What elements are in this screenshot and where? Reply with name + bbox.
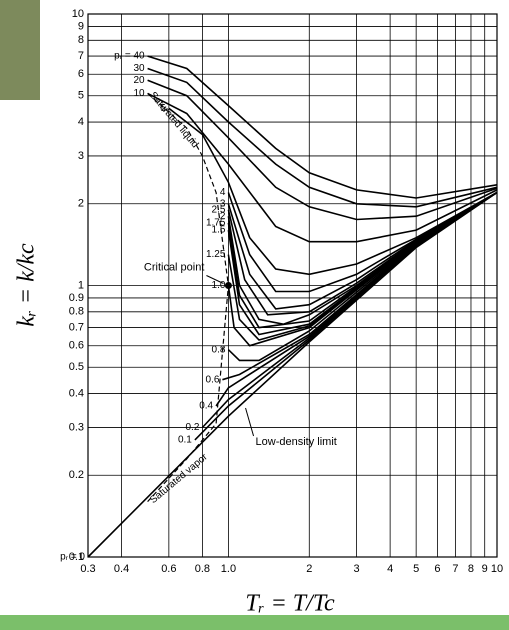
x-tick-label: 6 bbox=[434, 563, 440, 575]
decor-photo bbox=[0, 0, 40, 100]
x-axis-title: Tᵣ = T/Tc bbox=[245, 591, 335, 617]
x-tick-label: 0.3 bbox=[80, 563, 95, 575]
curve-label: 10 bbox=[133, 88, 145, 99]
curve-label: 30 bbox=[133, 63, 145, 74]
page: {"chart_data": {"type": "line", "xscale"… bbox=[0, 0, 509, 630]
y-tick-label: 1 bbox=[78, 279, 84, 291]
y-tick-label: 0.6 bbox=[69, 340, 84, 352]
critical-point bbox=[225, 282, 232, 289]
y-tick-label: 10 bbox=[72, 8, 84, 20]
y-tick-label: 0.8 bbox=[69, 306, 84, 318]
chart: Tᵣ = T/Tc kᵣ = k/kc 0.3 0.4 0.6 0.8 1.0 2 3 4 5 6… bbox=[0, 0, 509, 630]
curve-label: 0.8 bbox=[212, 344, 226, 355]
x-tick-label: 1.0 bbox=[221, 563, 236, 575]
y-tick-label: 2 bbox=[78, 198, 84, 210]
curve-label: 4 bbox=[220, 187, 226, 198]
x-tick-label: 7 bbox=[452, 563, 458, 575]
y-tick-label: 9 bbox=[78, 20, 84, 32]
x-tick-label: 0.6 bbox=[161, 563, 176, 575]
x-tick-label: 9 bbox=[482, 563, 488, 575]
annotation: Low-density limit bbox=[256, 436, 337, 448]
annotation: Critical point bbox=[144, 261, 205, 273]
curve-label: 0.6 bbox=[206, 374, 220, 385]
x-tick-label: 0.4 bbox=[114, 563, 129, 575]
y-tick-label: 0.5 bbox=[69, 361, 84, 373]
curve-label: 20 bbox=[133, 75, 145, 86]
footer-bar bbox=[0, 615, 509, 630]
curve-label: 0.1 bbox=[178, 435, 192, 446]
y-tick-label: 0.4 bbox=[69, 387, 84, 399]
curve-label: 0.2 bbox=[185, 422, 199, 433]
curve-label: 0.4 bbox=[199, 401, 213, 412]
y-tick-label: 7 bbox=[78, 50, 84, 62]
y-tick-label: 0.2 bbox=[69, 469, 84, 481]
curve-label: 1.5 bbox=[212, 225, 226, 236]
x-tick-label: 10 bbox=[491, 563, 503, 575]
y-tick-label: 0.7 bbox=[69, 321, 84, 333]
curve-label: pᵣ = 0 bbox=[60, 552, 85, 563]
x-tick-label: 5 bbox=[413, 563, 419, 575]
y-tick-label: 0.3 bbox=[69, 421, 84, 433]
x-tick-label: 4 bbox=[387, 563, 393, 575]
curve-label: pᵣ = 40 bbox=[114, 51, 145, 62]
y-tick-label: 4 bbox=[78, 116, 84, 128]
y-tick-label: 6 bbox=[78, 68, 84, 80]
y-axis-title: kᵣ = k/kc bbox=[14, 243, 40, 327]
x-tick-label: 0.8 bbox=[195, 563, 210, 575]
curve-label: 1.25 bbox=[206, 249, 226, 260]
y-tick-label: 0.9 bbox=[69, 292, 84, 304]
y-tick-label: 5 bbox=[78, 90, 84, 102]
y-tick-label: 3 bbox=[78, 150, 84, 162]
y-tick-label: 8 bbox=[78, 34, 84, 46]
x-tick-label: 3 bbox=[354, 563, 360, 575]
x-tick-label: 2 bbox=[306, 563, 312, 575]
x-tick-label: 8 bbox=[468, 563, 474, 575]
